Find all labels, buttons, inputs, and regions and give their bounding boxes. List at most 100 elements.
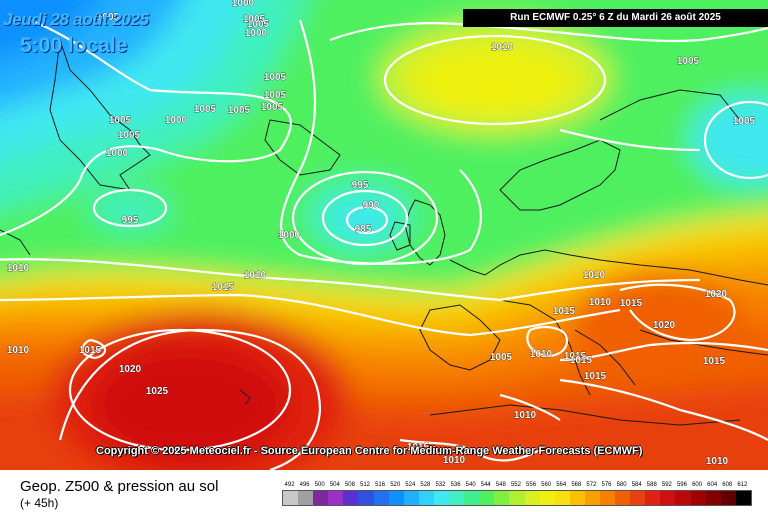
scale-swatch xyxy=(615,491,631,505)
scale-swatch xyxy=(433,491,450,505)
isobar-label: 1005 xyxy=(490,352,513,363)
isobar-label: 995 xyxy=(122,215,139,226)
scale-label: 544 xyxy=(480,482,491,488)
copyright-notice: Copyright © 2025 Meteociel.fr - Source E… xyxy=(96,445,643,457)
scale-swatch xyxy=(494,491,510,505)
scale-label: 532 xyxy=(435,482,446,488)
isobar-label: 1010 xyxy=(514,410,537,421)
scale-swatch xyxy=(343,491,359,505)
isobar-label: 1000 xyxy=(245,28,268,39)
isobar-label: 1015 xyxy=(620,298,643,309)
scale-swatch xyxy=(298,491,314,505)
scale-swatch xyxy=(388,491,404,505)
isobar-label: 995 xyxy=(352,180,369,191)
scale-swatch xyxy=(645,491,661,505)
scale-swatch xyxy=(509,491,525,505)
scale-label: 500 xyxy=(314,482,325,488)
scale-swatch xyxy=(373,491,389,505)
scale-swatch xyxy=(584,491,600,505)
scale-label: 512 xyxy=(360,482,371,488)
map-date: Jeudi 28 août 2025 xyxy=(3,10,149,29)
scale-swatch xyxy=(313,491,329,505)
isobar-label: 1015 xyxy=(584,371,607,382)
scale-swatch xyxy=(690,491,706,505)
scale-label: 540 xyxy=(465,482,476,488)
isobar-label: 1015 xyxy=(553,306,576,317)
scale-label: 600 xyxy=(692,482,703,488)
isobar-label: 1010 xyxy=(7,263,30,274)
isobar-label: 990 xyxy=(363,200,380,211)
scale-swatch xyxy=(464,491,480,505)
scale-swatch xyxy=(479,491,495,505)
isobar-label: 1020 xyxy=(705,289,728,300)
isobar-label: 1005 xyxy=(261,102,284,113)
scale-label: 548 xyxy=(495,482,506,488)
scale-swatch xyxy=(569,491,585,505)
scale-swatch xyxy=(418,491,434,505)
run-info: Run ECMWF 0.25° 6 Z du Mardi 26 août 202… xyxy=(463,9,768,27)
isobar-label: 1005 xyxy=(97,12,120,23)
weather-map: 1005100510001000100510101005100510051005… xyxy=(0,0,768,470)
scale-label: 556 xyxy=(526,482,537,488)
scale-label: 552 xyxy=(510,482,521,488)
isobar-label: 1000 xyxy=(165,115,188,126)
scale-swatch xyxy=(524,491,540,505)
isobar-label: 1000 xyxy=(106,148,129,159)
coastlines xyxy=(0,39,768,426)
footer: Geop. Z500 & pression au sol (+ 45h) 492… xyxy=(0,470,768,512)
scale-label: 604 xyxy=(707,482,718,488)
scale-swatch xyxy=(554,491,570,505)
isobar-labels: 1005100510001000100510101005100510051005… xyxy=(7,0,756,467)
isobar-label: 1010 xyxy=(443,455,466,466)
scale-swatch xyxy=(705,491,721,505)
isobar-label: 1005 xyxy=(228,105,251,116)
isobar-label: 1005 xyxy=(247,19,270,30)
scale-swatch xyxy=(449,491,465,505)
scale-label: 584 xyxy=(631,482,642,488)
isobar-label: 1005 xyxy=(194,104,217,115)
map-title: Geop. Z500 & pression au sol xyxy=(20,478,219,495)
scale-label: 504 xyxy=(329,482,340,488)
isobar-label: 1010 xyxy=(491,42,514,53)
isobar-label: 1015 xyxy=(564,351,587,362)
isobar-label: 1000 xyxy=(232,0,255,9)
isobar-label: 1015 xyxy=(212,282,235,293)
color-scale-labels: 492 496 500 504 508 512 516 520 524 528 532 536 540 5… xyxy=(282,481,750,489)
scale-label: 524 xyxy=(405,482,416,488)
scale-label: 572 xyxy=(586,482,597,488)
isobar-label: 1025 xyxy=(146,386,169,397)
scale-swatch xyxy=(328,491,344,505)
scale-label: 608 xyxy=(722,482,733,488)
isobar-label: 1015 xyxy=(703,356,726,367)
scale-swatch xyxy=(599,491,616,505)
scale-label: 588 xyxy=(646,482,657,488)
scale-label: 520 xyxy=(390,482,401,488)
isobar-label: 1020 xyxy=(653,320,676,331)
scale-label: 564 xyxy=(556,482,567,488)
scale-label: 592 xyxy=(661,482,672,488)
scale-label: 596 xyxy=(676,482,687,488)
scale-swatch xyxy=(720,491,736,505)
scale-label: 580 xyxy=(616,482,627,488)
scale-swatch xyxy=(539,491,555,505)
scale-label: 560 xyxy=(541,482,552,488)
isobar-label: 1020 xyxy=(119,364,142,375)
geopotential-field xyxy=(0,0,768,470)
isobar-label: 1005 xyxy=(243,14,266,25)
color-scale xyxy=(282,490,752,506)
scale-swatch xyxy=(358,491,374,505)
scale-swatch xyxy=(675,491,691,505)
isobar-label: 1010 xyxy=(530,349,553,360)
isobar-label: 1005 xyxy=(264,90,287,101)
isobar-label: 1010 xyxy=(589,297,612,308)
isobar-label: 1005 xyxy=(118,130,141,141)
isobar-label: 1010 xyxy=(706,456,729,467)
isobar-label: 1010 xyxy=(7,345,30,356)
scale-swatch xyxy=(630,491,646,505)
isobar-label: 1015 xyxy=(407,442,430,453)
forecast-offset: (+ 45h) xyxy=(20,496,59,510)
isobar-label: 1005 xyxy=(109,115,132,126)
isobar-label: 1005 xyxy=(677,56,700,67)
isobar-label: 1015 xyxy=(570,355,593,366)
isobar-label: 1015 xyxy=(79,345,102,356)
